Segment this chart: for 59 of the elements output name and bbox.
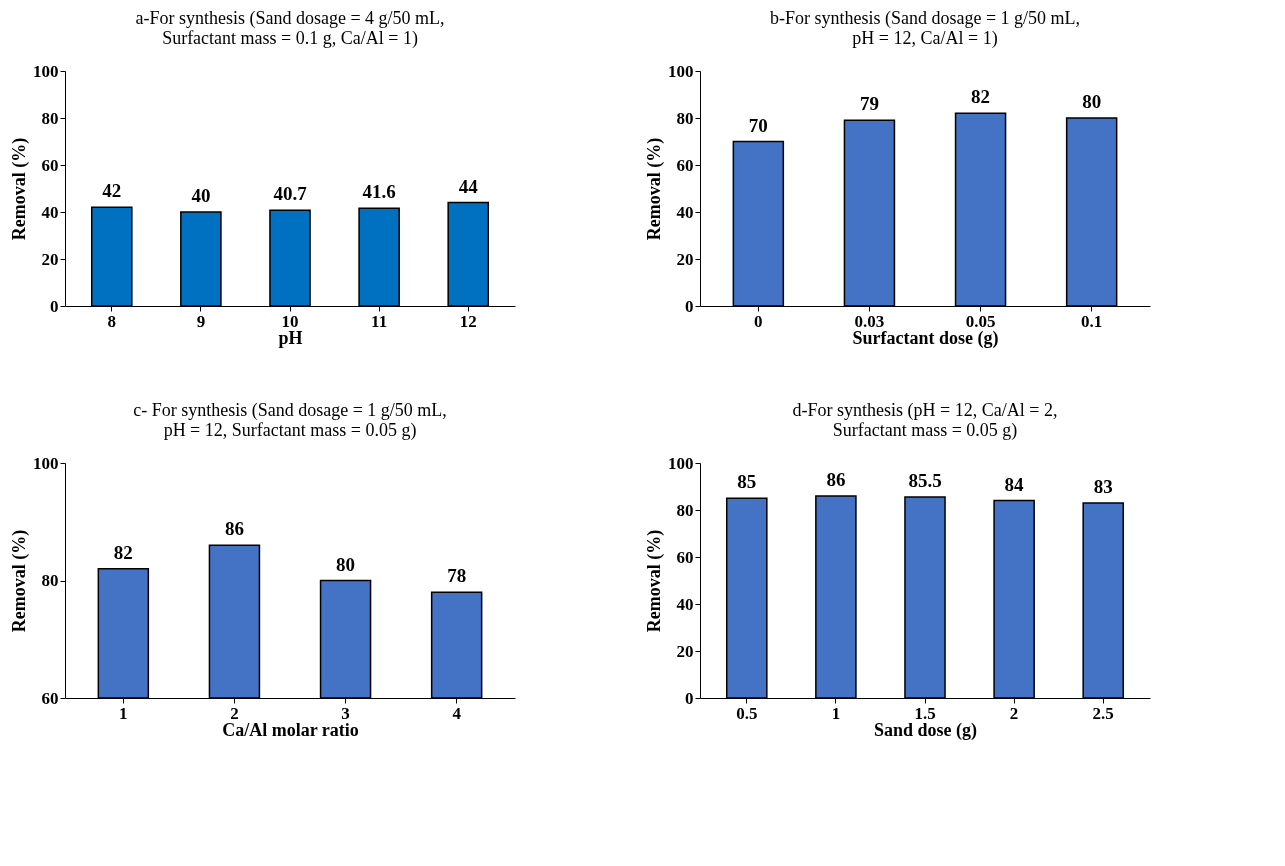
- x-tick-label: 0: [754, 311, 763, 331]
- x-tick-label: 1: [119, 703, 128, 723]
- y-axis-title: Removal (%): [644, 529, 665, 633]
- data-label: 78: [447, 565, 467, 587]
- data-label: 79: [859, 93, 879, 115]
- data-label: 85: [737, 471, 757, 493]
- y-tick-label: 40: [41, 202, 59, 222]
- y-tick-label: 100: [668, 61, 694, 81]
- x-tick-label: 2.5: [1092, 703, 1114, 723]
- x-tick-label: 11: [371, 311, 388, 331]
- data-label: 70: [748, 114, 768, 136]
- data-label: 40: [191, 185, 211, 206]
- y-tick-label: 80: [41, 571, 59, 590]
- y-tick-label: 60: [41, 688, 59, 708]
- x-tick-label: 0.1: [1081, 311, 1103, 331]
- y-tick-label: 0: [685, 688, 694, 708]
- data-label: 44: [458, 175, 479, 197]
- y-tick-label: 20: [41, 249, 59, 269]
- x-tick-label: 9: [196, 311, 206, 331]
- chart-title: a-For synthesis (Sand dosage = 4 g/50 mL, Surfactant mass = 0.1 g, Ca/Al = 1): [135, 8, 445, 49]
- data-label: 80: [336, 553, 356, 575]
- data-label: 42: [102, 180, 122, 202]
- x-tick-label: 2: [1009, 703, 1019, 723]
- data-label: 82: [113, 541, 133, 563]
- chart-title: c- For synthesis (Sand dosage = 1 g/50 mL, pH = 12, Surfactant mass = 0.05 g): [133, 400, 447, 441]
- x-tick-label: 0.5: [736, 703, 758, 723]
- x-tick-label: 8: [107, 311, 117, 331]
- y-tick-label: 40: [676, 202, 694, 222]
- y-tick-label: 40: [676, 594, 694, 614]
- y-axis-title: Removal (%): [644, 137, 665, 241]
- y-tick-label: 80: [676, 500, 694, 520]
- x-tick-label: 4: [452, 703, 462, 723]
- y-tick-label: 20: [676, 249, 694, 269]
- data-label: 86: [826, 468, 846, 490]
- y-tick-label: 100: [668, 453, 694, 473]
- y-tick-label: 60: [676, 155, 694, 175]
- y-tick-label: 100: [33, 61, 59, 81]
- x-tick-label: 12: [459, 311, 477, 331]
- y-tick-label: 80: [676, 108, 694, 128]
- y-tick-label: 0: [50, 296, 59, 316]
- y-tick-label: 60: [41, 155, 59, 175]
- y-tick-label: 80: [41, 108, 59, 128]
- data-label: 84: [1004, 473, 1025, 495]
- y-axis-title: Removal (%): [9, 529, 30, 633]
- data-label: 41.6: [362, 181, 396, 203]
- chart-title: b-For synthesis (Sand dosage = 1 g/50 mL, pH = 12, Ca/Al = 1): [769, 8, 1081, 49]
- data-label: 80: [1082, 91, 1102, 112]
- chart-title: d-For synthesis (pH = 12, Ca/Al = 2, Surfactant mass = 0.05 g): [792, 400, 1058, 441]
- x-tick-label: 1: [831, 703, 841, 723]
- data-label: 40.7: [273, 183, 308, 205]
- y-tick-label: 100: [33, 453, 59, 473]
- data-label: 82: [971, 86, 991, 108]
- y-tick-label: 0: [685, 296, 694, 316]
- y-axis-title: Removal (%): [9, 137, 30, 241]
- data-label: 83: [1093, 475, 1113, 497]
- data-label: 86: [224, 518, 244, 540]
- data-label: 85.5: [908, 470, 942, 492]
- y-tick-label: 20: [676, 641, 694, 661]
- y-tick-label: 60: [676, 547, 694, 567]
